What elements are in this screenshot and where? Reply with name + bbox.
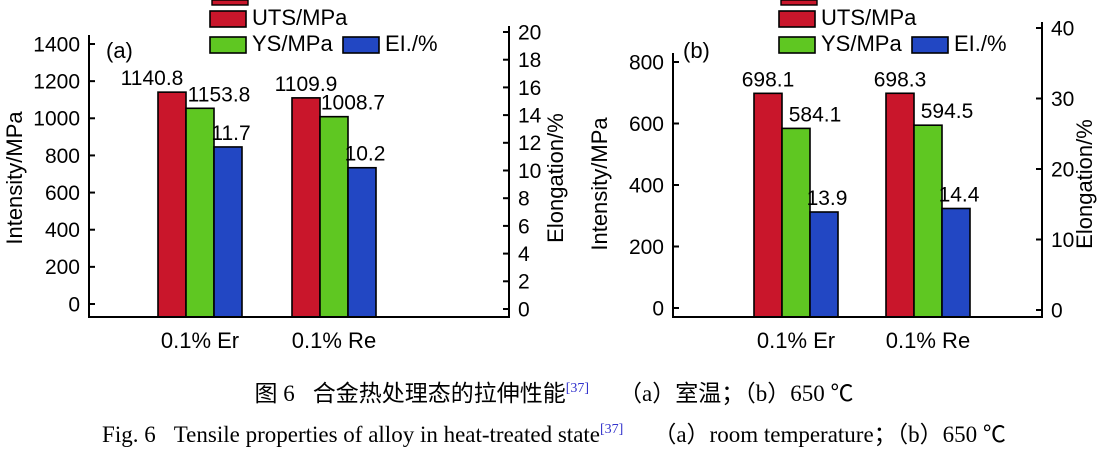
value-label-a-ys-er: 1153.8	[188, 83, 251, 106]
value-label-b-uts-er: 698.1	[742, 68, 795, 91]
left-tick-label-b: 400	[629, 174, 664, 197]
left-tick-label-a: 1200	[33, 70, 80, 93]
right-tick-label-b: 30	[1051, 88, 1074, 111]
value-label-a-uts-re: 1109.9	[275, 73, 338, 96]
value-label-a-ys-re: 1008.7	[321, 92, 385, 115]
value-label-a-ei.-re: 10.2	[345, 143, 386, 166]
category-label-a-re: 0.1% Re	[292, 328, 376, 353]
right-tick-label-a: 6	[518, 215, 530, 238]
value-label-b-ys-er: 584.1	[789, 103, 842, 126]
left-tick-label-a: 200	[45, 256, 80, 279]
legend-label-b-ei.: EI./%	[954, 31, 1007, 56]
bar-b-ei.-er	[809, 211, 839, 318]
value-label-b-uts-re: 698.3	[874, 68, 927, 91]
bar-b-ys-re	[913, 124, 943, 318]
right-tick-label-a: 16	[518, 77, 541, 100]
caption-english: Fig. 6 Tensile properties of alloy in hea…	[0, 415, 1108, 449]
legend-swatch-clipped-b	[780, 0, 818, 6]
left-tick-label-a: 400	[45, 219, 80, 242]
caption-en-reference: [37]	[600, 422, 624, 437]
legend-label-a-ei.: EI./%	[385, 31, 438, 56]
caption-zh-reference: [37]	[565, 381, 590, 396]
legend-swatch-a-ys	[209, 36, 247, 54]
right-tick-label-a: 8	[518, 188, 530, 211]
left-tick-label-a: 800	[45, 145, 80, 168]
caption-en-figure-label: Fig. 6	[102, 422, 156, 447]
caption-chinese: 图 6 合金热处理态的拉伸性能[37] （a）室温；（b）650 ℃	[0, 374, 1108, 408]
bar-b-uts-er	[753, 92, 783, 318]
bar-a-ys-er	[185, 107, 215, 318]
right-tick-label-b: 0	[1051, 299, 1063, 322]
right-tick-label-b: 40	[1051, 17, 1074, 40]
left-tick-label-b: 800	[629, 51, 664, 74]
right-tick-label-a: 20	[518, 21, 541, 44]
legend-label-a-uts: UTS/MPa	[252, 5, 348, 30]
left-tick-label-b: 200	[629, 236, 664, 259]
legend-label-b-uts: UTS/MPa	[821, 5, 917, 30]
legend-swatch-b-uts	[778, 10, 816, 28]
right-tick-label-a: 10	[518, 160, 541, 183]
legend-swatch-a-uts	[209, 10, 247, 28]
right-axis-title-a: Elongation/%	[543, 113, 568, 243]
right-tick-label-a: 12	[518, 132, 541, 155]
category-label-b-er: 0.1% Er	[757, 328, 835, 353]
right-tick-label-b: 10	[1051, 229, 1074, 252]
right-tick-label-a: 14	[518, 104, 542, 127]
legend-label-b-ys: YS/MPa	[821, 31, 902, 56]
right-tick-label-a: 0	[518, 298, 530, 321]
bar-a-ei.-er	[213, 146, 243, 318]
left-tick-label-a: 1400	[33, 33, 80, 56]
legend-swatch-b-ys	[778, 36, 816, 54]
left-tick-label-a: 1000	[33, 108, 80, 131]
bar-b-uts-re	[885, 92, 915, 318]
value-label-b-ys-re: 594.5	[921, 100, 974, 123]
category-label-a-er: 0.1% Er	[161, 328, 239, 353]
value-label-a-uts-er: 1140.8	[121, 67, 184, 90]
legend-swatch-clipped-a	[211, 0, 249, 6]
caption-zh-figure-label: 图 6	[254, 381, 295, 406]
panel-label-a: (a)	[106, 38, 133, 63]
left-tick-label-b: 0	[652, 297, 664, 320]
caption-zh-title: 合金热处理态的拉伸性能	[312, 381, 566, 406]
value-label-b-ei.-er: 13.9	[807, 187, 848, 210]
caption-en-panels: （a）room temperature；（b）650 ℃	[653, 422, 1006, 447]
caption-zh-panels: （a）室温；（b）650 ℃	[619, 381, 854, 406]
left-tick-label-a: 600	[45, 182, 80, 205]
value-label-b-ei.-re: 14.4	[939, 183, 980, 206]
right-tick-label-a: 4	[518, 243, 530, 266]
caption-en-title: Tensile properties of alloy in heat-trea…	[173, 422, 601, 447]
bar-a-ei.-re	[347, 166, 377, 318]
bar-charts-svg: 1140.81153.811.71109.91008.710.202004006…	[2, 0, 1097, 353]
bar-a-uts-re	[291, 97, 321, 318]
panel-label-b: (b)	[683, 38, 710, 63]
legend-swatch-a-ei.	[342, 36, 380, 54]
left-axis-title-b: Intensity/MPa	[587, 117, 612, 251]
value-label-a-ei.-er: 11.7	[211, 122, 250, 145]
category-label-b-re: 0.1% Re	[886, 328, 970, 353]
left-tick-label-b: 600	[629, 113, 664, 136]
bar-b-ei.-re	[941, 207, 971, 318]
right-tick-label-b: 20	[1051, 158, 1074, 181]
right-axis-title-b: Elongation/%	[1072, 119, 1097, 249]
legend-label-a-ys: YS/MPa	[252, 31, 333, 56]
left-axis-title-a: Intensity/MPa	[2, 111, 27, 245]
right-tick-label-a: 2	[518, 271, 530, 294]
bar-b-ys-er	[781, 127, 811, 318]
bar-a-uts-er	[157, 91, 187, 318]
left-tick-label-a: 0	[68, 293, 80, 316]
right-tick-label-a: 18	[518, 49, 541, 72]
legend-swatch-b-ei.	[911, 36, 949, 54]
